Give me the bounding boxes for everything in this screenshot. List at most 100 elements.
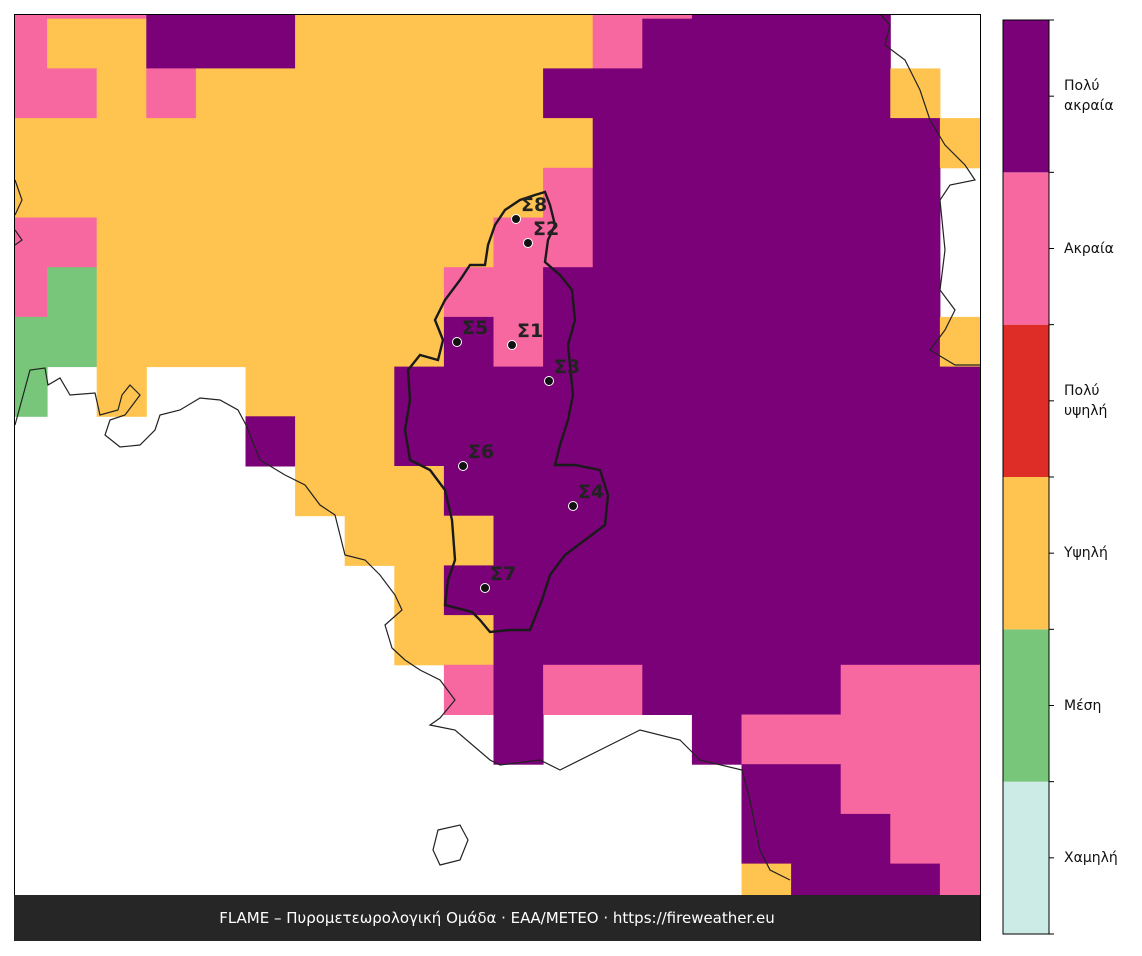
grid-cell [791, 714, 842, 765]
grid-cell [592, 515, 643, 566]
grid-cell [295, 217, 346, 268]
grid-cell [691, 18, 742, 69]
colorbar-segment [1003, 629, 1049, 782]
grid-cell [840, 316, 891, 368]
grid-cell [245, 14, 296, 20]
grid-cell [592, 18, 643, 69]
grid-cell [890, 664, 941, 715]
grid-cell [245, 316, 296, 368]
grid-cell [791, 167, 842, 218]
grid-cell [15, 118, 48, 169]
grid-cell [443, 615, 494, 666]
grid-cell [691, 316, 742, 368]
grid-cell [245, 416, 296, 467]
grid-cell [890, 366, 941, 417]
grid-cell [840, 664, 891, 715]
station-marker [480, 583, 490, 593]
grid-cell [295, 118, 346, 169]
grid-cell [741, 18, 792, 69]
grid-cell [642, 217, 693, 268]
grid-cell [741, 515, 792, 566]
grid-cell [245, 167, 296, 218]
grid-cell [642, 515, 693, 566]
grid-cell [691, 167, 742, 218]
grid-cell [741, 863, 792, 895]
grid-cell [890, 68, 941, 119]
grid-cell [840, 466, 891, 517]
grid-cell [493, 416, 544, 467]
grid-cell [791, 18, 842, 69]
grid-cell [493, 515, 544, 566]
grid-cell [344, 316, 395, 368]
grid-cell [642, 14, 693, 20]
grid-cell [939, 764, 980, 815]
grid-cell [344, 14, 395, 20]
grid-cell [543, 267, 594, 318]
grid-cell [840, 167, 891, 218]
grid-cell [245, 217, 296, 268]
grid-cell [96, 167, 147, 218]
grid-cell [195, 14, 246, 20]
grid-cell [791, 267, 842, 318]
station-marker [507, 340, 517, 350]
grid-cell [493, 68, 544, 119]
grid-cell [890, 267, 941, 318]
grid-cell [791, 316, 842, 368]
grid-cell [741, 615, 792, 666]
grid-cell [493, 366, 544, 417]
grid-cell [691, 664, 742, 715]
grid-cell [642, 167, 693, 218]
grid-cell [394, 515, 445, 566]
grid-cell [15, 68, 48, 119]
grid-cell [344, 515, 395, 566]
legend-label: Υψηλή [1064, 545, 1108, 562]
coastline [15, 14, 980, 881]
grid-cell [642, 267, 693, 318]
grid-cell [890, 565, 941, 616]
colorbar-segment [1003, 172, 1049, 325]
grid-cell [840, 68, 891, 119]
grid-cell [47, 18, 98, 69]
legend-label: Χαμηλή [1064, 849, 1118, 866]
grid-cell [890, 714, 941, 765]
grid-cell [493, 14, 544, 20]
grid-cell [791, 565, 842, 616]
grid-cell [295, 14, 346, 20]
grid-cell [295, 68, 346, 119]
grid-cell [543, 466, 594, 517]
grid-cell [840, 565, 891, 616]
grid-cell [295, 267, 346, 318]
grid-cell [344, 416, 395, 467]
grid-cell [394, 416, 445, 467]
grid-cell [840, 217, 891, 268]
grid-cell [642, 366, 693, 417]
grid-cell [245, 366, 296, 417]
grid-cell [47, 217, 98, 268]
grid-cell [47, 14, 98, 20]
grid-cell [592, 316, 643, 368]
grid-cell [791, 217, 842, 268]
grid-cell [394, 217, 445, 268]
grid-cell [245, 267, 296, 318]
grid-cell [493, 217, 544, 268]
grid-cell [15, 217, 48, 268]
grid-cell [741, 366, 792, 417]
grid-cell [47, 267, 98, 318]
grid-cell [344, 118, 395, 169]
grid-cell [592, 664, 643, 715]
station-marker [523, 238, 533, 248]
grid-cell [741, 565, 792, 616]
grid-cell [642, 565, 693, 616]
grid-cell [146, 217, 197, 268]
grid-cell [295, 167, 346, 218]
grid-cell [890, 118, 941, 169]
grid-cell [15, 14, 48, 20]
grid-cell [741, 118, 792, 169]
grid-cell [791, 118, 842, 169]
grid-cell [939, 316, 980, 368]
grid-cell [195, 118, 246, 169]
grid-cell [96, 316, 147, 368]
grid-cell [642, 466, 693, 517]
grid-cell [939, 615, 980, 666]
grid-cell [741, 813, 792, 865]
